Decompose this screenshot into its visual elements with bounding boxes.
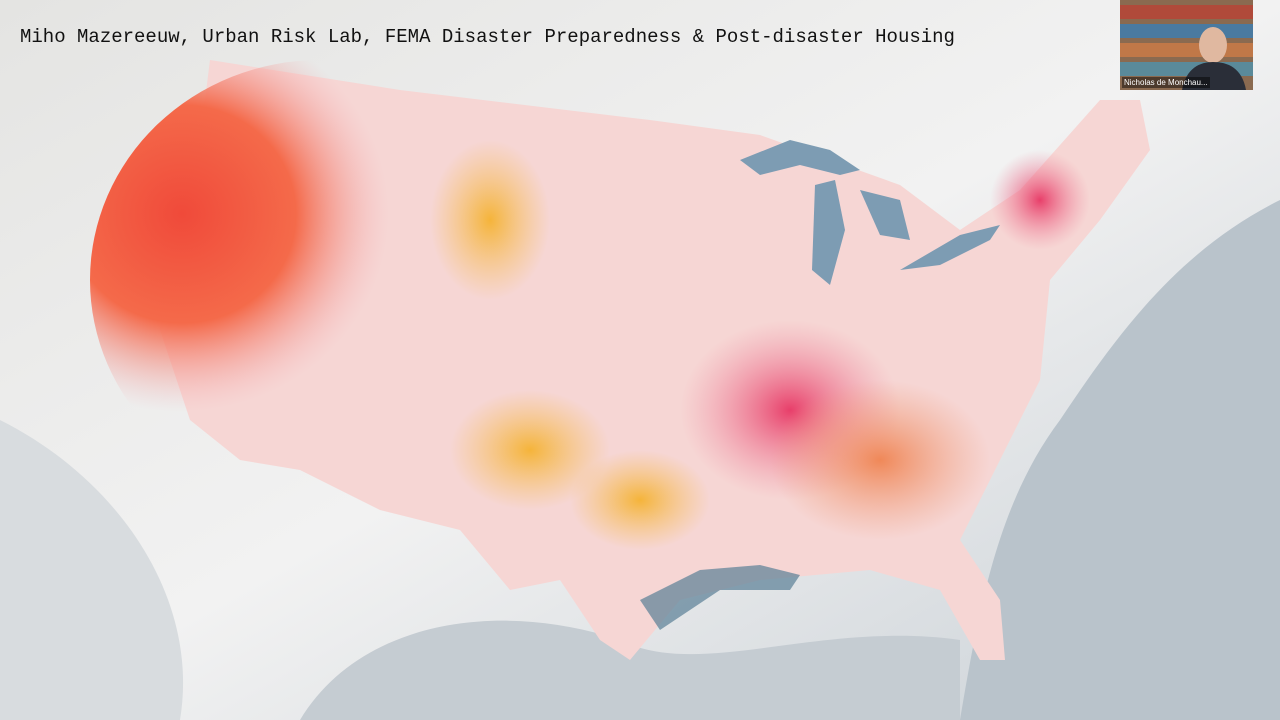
risk-area	[570, 450, 710, 550]
risk-area	[90, 60, 550, 500]
risk-area	[990, 150, 1090, 250]
risk-area	[770, 380, 990, 540]
slide-title: Miho Mazereeuw, Urban Risk Lab, FEMA Dis…	[20, 26, 955, 48]
video-frame	[1120, 0, 1253, 90]
ocean-shade	[960, 200, 1280, 720]
gulf-shade	[300, 620, 960, 720]
risk-area	[430, 140, 550, 300]
participant-video: Nicholas de Monchau...	[1120, 0, 1253, 90]
pacific-shade	[0, 420, 184, 720]
lake	[860, 190, 910, 240]
risk-area	[450, 390, 610, 510]
lake	[812, 180, 845, 285]
lake	[900, 225, 1000, 270]
lake	[740, 140, 860, 175]
participant-name: Nicholas de Monchau...	[1122, 77, 1210, 88]
coast	[640, 565, 800, 630]
